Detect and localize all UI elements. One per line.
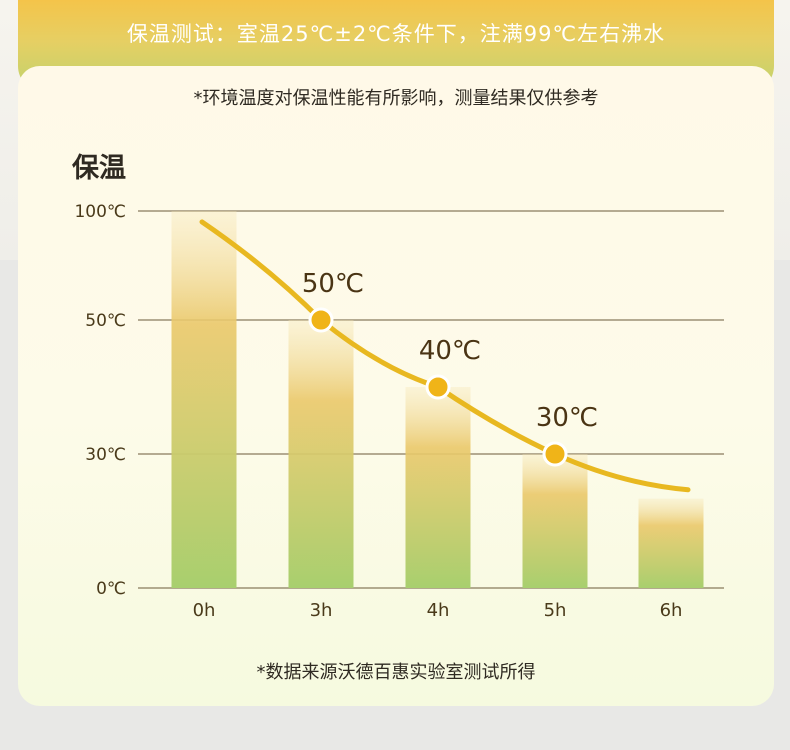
x-tick-label: 4h bbox=[427, 600, 450, 621]
insulation-chart: 0℃ 30℃ 50℃ 100℃ 0h 3h 4h 5h 6h 50℃ 40℃ 30℃ bbox=[74, 202, 724, 621]
data-point-4h bbox=[425, 374, 451, 400]
bar-6h bbox=[638, 498, 704, 588]
data-point-5h bbox=[542, 441, 568, 467]
y-tick-label: 0℃ bbox=[96, 579, 126, 599]
data-source-note: *数据来源沃德百惠实验室测试所得 bbox=[256, 662, 536, 683]
y-tick-label: 30℃ bbox=[85, 445, 126, 465]
chart-title: 保温 bbox=[72, 153, 126, 184]
bar-4h bbox=[405, 387, 471, 588]
y-tick-label: 50℃ bbox=[85, 311, 126, 331]
x-tick-label: 6h bbox=[660, 600, 683, 621]
x-tick-label: 3h bbox=[310, 600, 333, 621]
test-conditions-text: 保温测试：室温25℃±2℃条件下，注满99℃左右沸水 bbox=[126, 22, 666, 46]
chart-card: *环境温度对保温性能有所影响，测量结果仅供参考 保温 0℃ 30℃ 50℃ 100℃ 0… bbox=[18, 66, 774, 706]
data-label: 50℃ bbox=[302, 269, 364, 299]
bar-0h bbox=[171, 211, 237, 588]
data-point-3h bbox=[308, 307, 334, 333]
disclaimer-note: *环境温度对保温性能有所影响，测量结果仅供参考 bbox=[193, 88, 599, 109]
bar-3h bbox=[288, 320, 354, 588]
bar-5h bbox=[522, 454, 588, 588]
y-tick-label: 100℃ bbox=[74, 202, 126, 222]
x-tick-label: 0h bbox=[193, 600, 216, 621]
data-label: 30℃ bbox=[536, 403, 598, 433]
data-label: 40℃ bbox=[419, 336, 481, 366]
x-tick-label: 5h bbox=[544, 600, 567, 621]
